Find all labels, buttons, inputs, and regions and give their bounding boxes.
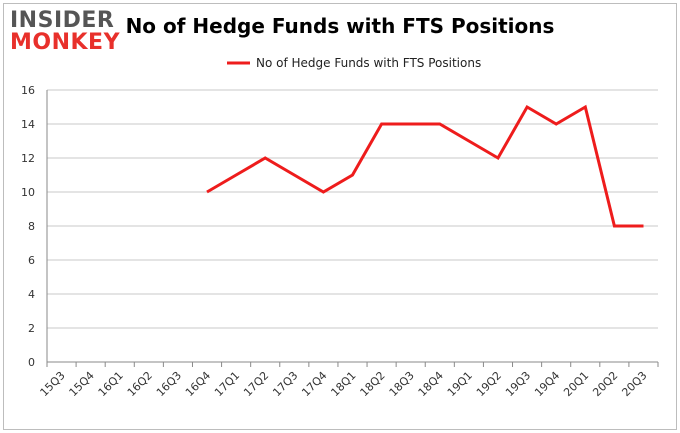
- y-tick-label: 0: [28, 356, 35, 369]
- x-tick-label: 20Q2: [590, 369, 620, 399]
- x-tick-label: 18Q1: [328, 369, 358, 399]
- x-tick-label: 16Q2: [125, 369, 155, 399]
- x-tick-label: 16Q3: [154, 369, 184, 399]
- y-tick-label: 10: [21, 186, 35, 199]
- x-tick-label: 17Q1: [212, 369, 242, 399]
- legend-label: No of Hedge Funds with FTS Positions: [256, 56, 481, 70]
- x-tick-label: 18Q2: [358, 369, 388, 399]
- x-tick-label: 17Q4: [299, 369, 329, 399]
- y-tick-label: 4: [28, 288, 35, 301]
- x-tick-label: 15Q3: [38, 369, 68, 399]
- x-tick-label: 19Q2: [474, 369, 504, 399]
- x-tick-label: 19Q3: [503, 369, 533, 399]
- x-tick-label: 20Q3: [619, 369, 649, 399]
- x-tick-label: 17Q2: [241, 369, 271, 399]
- chart-title: No of Hedge Funds with FTS Positions: [125, 14, 555, 38]
- x-tick-label: 16Q4: [183, 369, 213, 399]
- logo-line-2: MONKEY: [10, 30, 121, 55]
- chart-frame: [3, 3, 677, 430]
- x-tick-label: 18Q4: [416, 369, 446, 399]
- y-tick-label: 16: [21, 84, 35, 97]
- x-tick-label: 15Q4: [67, 369, 97, 399]
- y-tick-label: 2: [28, 322, 35, 335]
- y-tick-label: 14: [21, 118, 35, 131]
- x-tick-label: 17Q3: [270, 369, 300, 399]
- x-tick-label: 20Q1: [561, 369, 591, 399]
- y-tick-label: 6: [28, 254, 35, 267]
- x-tick-label: 19Q4: [532, 369, 562, 399]
- y-tick-label: 12: [21, 152, 35, 165]
- x-tick-label: 16Q1: [96, 369, 126, 399]
- y-tick-label: 8: [28, 220, 35, 233]
- insider-monkey-logo: INSIDER MONKEY: [10, 10, 128, 54]
- series-line: [206, 104, 644, 228]
- logo-line-1: INSIDER: [10, 8, 115, 33]
- x-tick-label: 19Q1: [445, 369, 475, 399]
- x-tick-label: 18Q3: [387, 369, 417, 399]
